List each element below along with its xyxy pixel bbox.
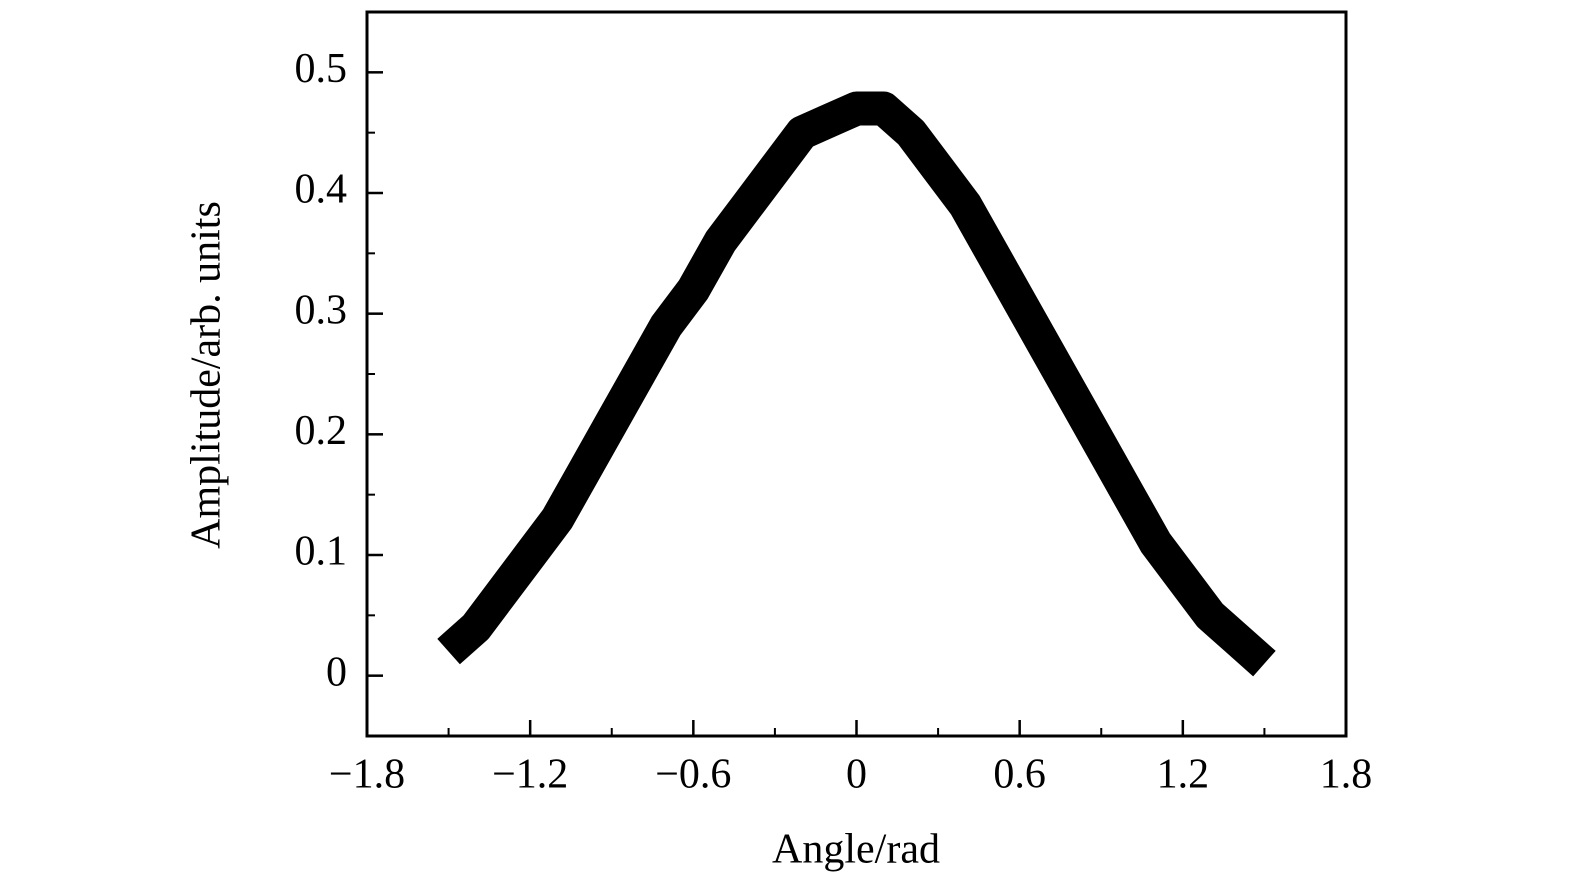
x-tick-label: −0.6 xyxy=(655,752,731,798)
x-tick-label: 1.8 xyxy=(1320,752,1373,798)
y-tick-label: 0.5 xyxy=(295,46,348,92)
data-line xyxy=(437,91,1276,677)
x-tick-label: −1.8 xyxy=(329,752,405,798)
x-tick-label: 0 xyxy=(846,752,867,798)
y-tick-label: 0.3 xyxy=(295,287,348,333)
x-axis-label: Angle/rad xyxy=(772,827,940,873)
y-tick-label: 0.1 xyxy=(295,529,348,575)
x-tick-label: −1.2 xyxy=(492,752,568,798)
x-tick-label: 0.6 xyxy=(993,752,1046,798)
x-tick-label: 1.2 xyxy=(1157,752,1210,798)
y-tick-label: 0.4 xyxy=(295,167,348,213)
y-axis-label: Amplitude/arb. units xyxy=(184,201,230,549)
y-tick-label: 0 xyxy=(326,649,347,695)
y-tick-label: 0.2 xyxy=(295,408,348,454)
